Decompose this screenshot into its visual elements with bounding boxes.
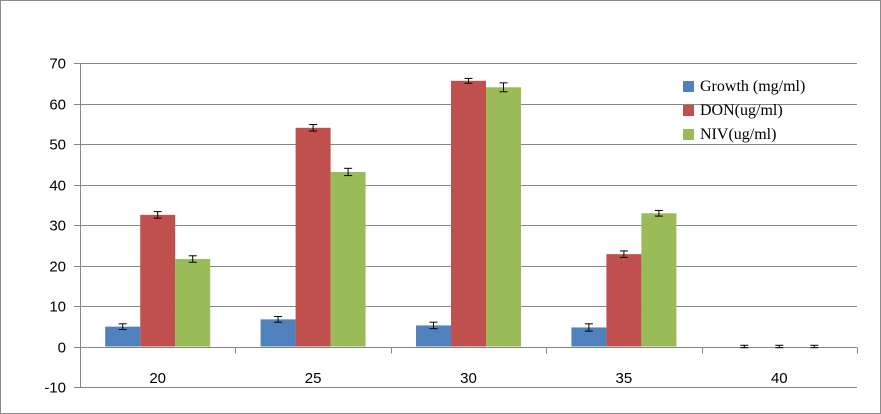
bars: [105, 77, 819, 349]
y-tick-label: 50: [49, 137, 66, 154]
x-tick-label: 30: [460, 370, 477, 387]
legend-swatch-0: [683, 81, 694, 92]
bar-2-2: [486, 87, 521, 347]
bar-2-1: [330, 171, 366, 347]
legend-swatch-2: [683, 129, 694, 140]
y-tick-label: 70: [49, 56, 66, 73]
tick-labels: -10 0 10 20 30 40 50 60 70 20 25 30 35 40: [44, 56, 787, 397]
bar-1-3: [606, 254, 642, 347]
axes: [74, 63, 858, 388]
bar-2-3: [641, 213, 677, 347]
y-tick-label: 0: [58, 340, 66, 357]
bar-0-0: [105, 326, 141, 347]
bar-0-2: [416, 325, 451, 347]
legend-label-0: Growth (mg/ml): [700, 78, 805, 95]
x-tick-label: 25: [305, 370, 322, 387]
bar-0-1: [260, 319, 296, 347]
legend-label-1: DON(ug/ml): [700, 102, 783, 119]
bar-1-0: [140, 214, 176, 347]
bar-2-0: [175, 259, 211, 347]
y-tick-label: 20: [49, 259, 66, 276]
y-tick-label: 40: [49, 178, 66, 195]
bar-1-2: [451, 80, 486, 347]
bar-1-1: [295, 127, 331, 347]
x-tick-label: 40: [771, 370, 788, 387]
y-tick-label: 10: [49, 299, 66, 316]
x-tick-label: 35: [616, 370, 633, 387]
y-tick-label: -10: [44, 380, 66, 397]
y-tick-label: 60: [49, 97, 66, 114]
legend: Growth (mg/ml) DON(ug/ml) NIV(ug/ml): [683, 78, 805, 143]
legend-swatch-1: [683, 105, 694, 116]
legend-label-2: NIV(ug/ml): [700, 126, 776, 143]
y-tick-label: 30: [49, 218, 66, 235]
bar-0-3: [571, 327, 607, 347]
x-tick-label: 20: [149, 370, 166, 387]
